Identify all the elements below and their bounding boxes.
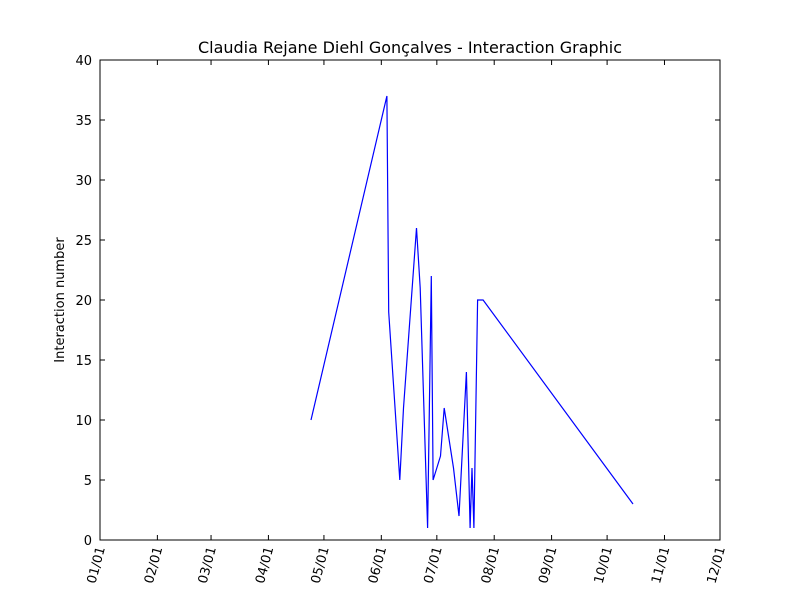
x-tick-label: 09/01 [536, 545, 560, 585]
x-tick-label: 05/01 [309, 545, 333, 585]
y-tick-label: 25 [75, 234, 92, 249]
series-line [310, 95, 634, 529]
y-tick-label: 10 [75, 414, 92, 429]
y-axis-label: Interaction number [53, 237, 68, 363]
y-tick-label: 40 [75, 54, 92, 69]
chart-title: Claudia Rejane Diehl Gonçalves - Interac… [198, 38, 622, 57]
y-tick-label: 0 [84, 534, 92, 549]
x-tick-label: 02/01 [142, 545, 166, 585]
y-tick-label: 15 [75, 354, 92, 369]
y-tick-label: 5 [84, 474, 92, 489]
x-tick-label: 07/01 [422, 545, 446, 585]
x-tick-label: 04/01 [253, 545, 277, 585]
x-tick-label: 12/01 [705, 545, 729, 585]
x-tick-label: 08/01 [479, 545, 503, 585]
x-tick-label: 01/01 [85, 545, 109, 585]
y-tick-label: 20 [75, 294, 92, 309]
plot-frame [99, 59, 721, 541]
x-tick-label: 11/01 [649, 545, 673, 585]
y-tick-label: 35 [75, 114, 92, 129]
x-tick-label: 06/01 [366, 545, 390, 585]
series-layer [310, 95, 634, 529]
ticks-layer: 0 5 10 15 20 25 30 35 40 01/01 02/01 03/01 04/01 05/0… [75, 54, 728, 585]
x-tick-label: 10/01 [592, 545, 616, 585]
x-tick-label: 03/01 [196, 545, 220, 585]
y-tick-label: 30 [75, 174, 92, 189]
